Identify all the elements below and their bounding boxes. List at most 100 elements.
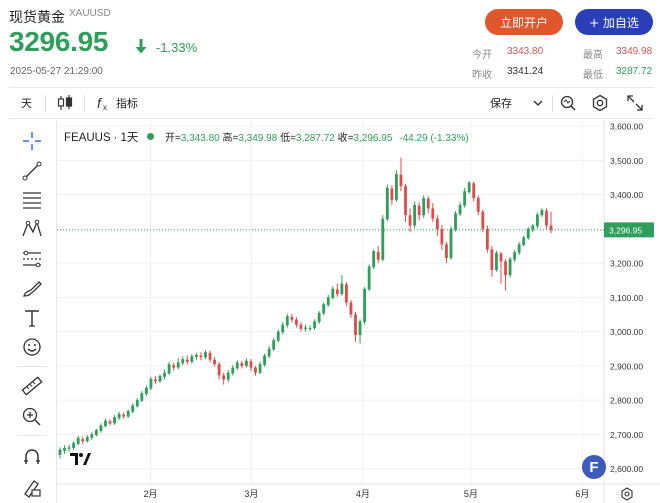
candle-body bbox=[304, 327, 307, 329]
trend-line-tool[interactable] bbox=[20, 160, 44, 182]
prediction-tool[interactable] bbox=[20, 248, 44, 270]
settings-icon[interactable] bbox=[591, 94, 609, 112]
candle-body bbox=[381, 218, 385, 260]
candle-body bbox=[126, 411, 130, 417]
candle-body bbox=[135, 400, 139, 407]
text-icon bbox=[25, 310, 39, 327]
text-tool[interactable] bbox=[20, 307, 44, 329]
candle-body bbox=[485, 228, 489, 250]
candle-body bbox=[340, 283, 344, 294]
candle-body bbox=[535, 214, 539, 227]
candle-body bbox=[244, 360, 248, 366]
indicators-button[interactable]: 指标 bbox=[116, 97, 138, 110]
legend-open-label: 开 bbox=[164, 133, 175, 144]
fullscreen-icon[interactable] bbox=[626, 94, 644, 112]
zoom-tool[interactable] bbox=[20, 405, 44, 427]
ruler-tool[interactable] bbox=[20, 375, 44, 397]
candle-body bbox=[167, 364, 171, 374]
candle-body bbox=[213, 359, 216, 365]
x-tick-label: 2月 bbox=[144, 489, 158, 499]
candle-body bbox=[513, 252, 517, 260]
candle-body bbox=[158, 376, 162, 382]
candle-body bbox=[431, 208, 435, 219]
candle-body bbox=[354, 314, 357, 336]
candle-body bbox=[526, 228, 530, 239]
candle-body bbox=[199, 355, 203, 358]
candle-body bbox=[63, 448, 66, 451]
candle-body bbox=[113, 417, 116, 424]
brush-tool[interactable] bbox=[20, 278, 44, 300]
stat-prev-close-label: 昨收 bbox=[472, 70, 492, 81]
legend-open-value: 3,343.80 bbox=[180, 133, 220, 144]
candle-body bbox=[322, 304, 326, 314]
y-tick-label: 3,200.00 bbox=[610, 259, 643, 269]
fib-tool[interactable] bbox=[20, 189, 44, 211]
magnet-tool[interactable] bbox=[20, 446, 44, 468]
y-tick-label: 3,300.00 bbox=[610, 224, 643, 234]
function-icon[interactable]: f x bbox=[95, 94, 113, 112]
axis-settings-icon[interactable] bbox=[620, 487, 634, 501]
candle-body bbox=[308, 328, 312, 330]
candle-body bbox=[76, 437, 80, 444]
f-badge-icon[interactable]: F bbox=[582, 455, 606, 479]
candle-body bbox=[404, 186, 407, 216]
last-price-tag bbox=[604, 222, 654, 238]
y-tick-label: 3,000.00 bbox=[610, 327, 643, 337]
tools-divider bbox=[17, 366, 47, 367]
candle-body bbox=[317, 312, 321, 323]
emoji-icon bbox=[23, 338, 41, 356]
ruler-icon bbox=[21, 376, 43, 396]
pattern-tool[interactable] bbox=[20, 218, 44, 240]
y-tick-label: 3,500.00 bbox=[610, 156, 643, 166]
chevron-down-icon[interactable] bbox=[529, 94, 547, 112]
candle-body bbox=[422, 198, 426, 216]
candle-body bbox=[222, 375, 226, 380]
candle-body bbox=[104, 420, 107, 427]
candle-body bbox=[94, 430, 98, 436]
candle-body bbox=[290, 316, 294, 320]
candle-body bbox=[454, 213, 457, 230]
open-account-button[interactable]: 立即开户 bbox=[485, 9, 563, 35]
candle-body bbox=[504, 261, 507, 276]
candle-body bbox=[190, 356, 194, 362]
instrument-code: XAUUSD bbox=[69, 8, 111, 19]
candle-body bbox=[117, 413, 121, 418]
candle-body bbox=[417, 205, 421, 216]
draw-lock-tool[interactable] bbox=[20, 476, 44, 498]
candle-body bbox=[408, 215, 412, 226]
stat-high-value: 3349.98 bbox=[616, 46, 653, 57]
candle-body bbox=[149, 378, 153, 389]
emoji-tool[interactable] bbox=[20, 336, 44, 358]
x-tick-label: 6月 bbox=[575, 489, 589, 499]
interval-button[interactable]: 天 bbox=[21, 97, 32, 110]
svg-text:x: x bbox=[103, 103, 107, 112]
candle-body bbox=[531, 225, 535, 230]
candle-body bbox=[335, 289, 339, 294]
magnet-icon bbox=[24, 449, 40, 464]
quick-search-icon[interactable] bbox=[559, 94, 577, 112]
legend-low-label: 低 bbox=[280, 133, 291, 144]
lock-draw-icon bbox=[24, 480, 41, 498]
stat-low-value: 3287.72 bbox=[616, 66, 653, 77]
toolbar-divider bbox=[552, 95, 553, 112]
zoom-in-icon bbox=[22, 407, 41, 426]
candle-body bbox=[467, 182, 471, 192]
crosshair-tool[interactable] bbox=[20, 130, 44, 152]
x-tick-label: 5月 bbox=[464, 489, 478, 499]
candle-body bbox=[108, 421, 112, 424]
brush-icon bbox=[23, 281, 42, 297]
candle-body bbox=[549, 225, 553, 230]
candle-style-icon[interactable] bbox=[56, 94, 74, 112]
save-button[interactable]: 保存 bbox=[490, 97, 512, 110]
candle-body bbox=[226, 372, 230, 380]
candle-body bbox=[249, 361, 253, 368]
candle-body bbox=[508, 259, 512, 276]
candle-body bbox=[376, 251, 380, 260]
candle-body bbox=[390, 188, 394, 200]
change-percent: -1.33% bbox=[156, 40, 198, 55]
candle-body bbox=[122, 414, 126, 417]
add-watchlist-button[interactable]: + 加自选 bbox=[575, 9, 653, 35]
tradingview-logo-icon[interactable] bbox=[70, 452, 92, 466]
stat-open-label: 今开 bbox=[472, 50, 492, 61]
candle-body bbox=[72, 442, 76, 449]
